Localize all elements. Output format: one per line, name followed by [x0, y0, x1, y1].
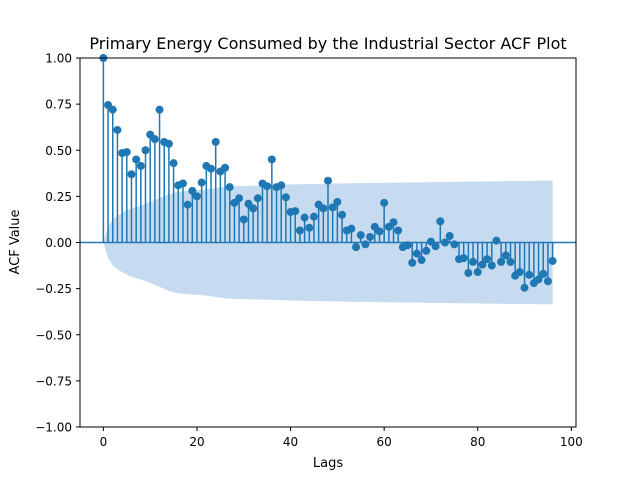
acf-marker-lag-26	[221, 163, 230, 172]
acf-marker-lag-84	[492, 236, 501, 245]
acf-marker-lag-27	[225, 183, 234, 192]
acf-marker-lag-55	[356, 231, 365, 240]
acf-marker-lag-9	[141, 146, 150, 155]
acf-marker-lag-57	[366, 232, 375, 241]
acf-marker-lag-24	[211, 137, 220, 146]
acf-marker-lag-19	[188, 186, 197, 195]
acf-marker-lag-53	[347, 224, 356, 233]
acf-marker-lag-85	[497, 257, 506, 266]
acf-marker-lag-78	[464, 268, 473, 277]
acf-marker-lag-81	[478, 260, 487, 269]
y-tick-label: 0.75	[45, 98, 72, 112]
x-tick-label: 40	[283, 435, 298, 449]
acf-marker-lag-80	[473, 268, 482, 277]
acf-stems	[102, 58, 554, 288]
acf-marker-lag-93	[534, 275, 543, 284]
acf-marker-lag-2	[108, 105, 117, 114]
y-axis-label: ACF Value	[8, 209, 23, 274]
acf-marker-lag-20	[192, 192, 201, 201]
acf-marker-lag-3	[113, 125, 122, 134]
acf-markers	[99, 54, 557, 292]
acf-marker-lag-94	[539, 269, 548, 278]
acf-marker-lag-95	[543, 277, 552, 286]
y-tick-label: −0.25	[35, 282, 72, 296]
acf-marker-lag-41	[291, 207, 300, 216]
acf-marker-lag-77	[459, 254, 468, 263]
acf-marker-lag-23	[207, 164, 216, 173]
acf-marker-lag-79	[469, 257, 478, 266]
acf-marker-lag-68	[417, 256, 426, 265]
acf-marker-lag-42	[295, 226, 304, 235]
plot-area	[80, 54, 576, 305]
acf-marker-lag-96	[548, 256, 557, 265]
acf-marker-lag-49	[328, 203, 337, 212]
acf-marker-lag-87	[506, 257, 515, 266]
acf-marker-lag-38	[277, 181, 286, 190]
acf-marker-lag-7	[132, 155, 141, 164]
acf-marker-lag-32	[249, 204, 258, 213]
acf-marker-lag-15	[169, 159, 178, 168]
x-tick-label: 60	[377, 435, 392, 449]
acf-marker-lag-29	[235, 194, 244, 203]
acf-marker-lag-36	[267, 155, 276, 164]
acf-marker-lag-91	[525, 270, 534, 279]
acf-marker-lag-8	[136, 161, 145, 170]
acf-marker-lag-18	[183, 200, 192, 209]
acf-marker-lag-35	[263, 182, 272, 191]
acf-marker-lag-74	[445, 232, 454, 241]
acf-marker-lag-45	[309, 212, 318, 221]
acf-marker-lag-86	[501, 251, 510, 260]
acf-marker-lag-14	[164, 139, 173, 148]
acf-marker-lag-12	[155, 105, 164, 114]
acf-marker-lag-11	[150, 135, 159, 144]
y-axis-ticks: −1.00 −0.75 −0.50 −0.25 0.00 0.25 0.50 0.75 1.00	[35, 52, 80, 435]
acf-marker-lag-65	[403, 241, 412, 250]
acf-marker-lag-71	[431, 242, 440, 251]
acf-marker-lag-51	[338, 210, 347, 219]
acf-marker-lag-59	[375, 227, 384, 236]
acf-marker-lag-43	[300, 213, 309, 222]
acf-marker-lag-44	[305, 223, 314, 232]
acf-marker-lag-62	[389, 218, 398, 227]
acf-marker-lag-73	[440, 238, 449, 247]
y-tick-label: −0.75	[35, 374, 72, 388]
acf-marker-lag-60	[380, 198, 389, 207]
x-tick-label: 0	[100, 435, 108, 449]
acf-marker-lag-33	[253, 194, 262, 203]
acf-marker-lag-72	[436, 217, 445, 226]
acf-marker-lag-63	[394, 226, 403, 235]
acf-marker-lag-56	[361, 240, 370, 249]
acf-marker-lag-39	[281, 193, 290, 202]
acf-marker-lag-67	[412, 249, 421, 258]
acf-marker-lag-83	[487, 261, 496, 270]
acf-marker-lag-66	[408, 258, 417, 267]
y-tick-label: 0.00	[45, 236, 72, 250]
x-tick-label: 80	[470, 435, 485, 449]
acf-marker-lag-50	[333, 197, 342, 206]
acf-marker-lag-30	[239, 215, 248, 224]
acf-marker-lag-6	[127, 170, 136, 179]
x-tick-label: 100	[560, 435, 583, 449]
y-tick-label: 0.25	[45, 190, 72, 204]
acf-marker-lag-17	[178, 179, 187, 188]
acf-marker-lag-5	[122, 148, 131, 157]
y-tick-label: 1.00	[45, 52, 72, 66]
y-tick-label: −1.00	[35, 421, 72, 435]
acf-marker-lag-82	[483, 255, 492, 264]
x-axis-label: Lags	[313, 456, 343, 471]
acf-marker-lag-48	[324, 176, 332, 185]
acf-marker-lag-21	[197, 178, 206, 187]
x-tick-label: 20	[189, 435, 204, 449]
y-tick-label: −0.50	[35, 328, 72, 342]
y-tick-label: 0.50	[45, 144, 72, 158]
acf-marker-lag-47	[319, 204, 328, 213]
acf-marker-lag-90	[520, 283, 529, 292]
acf-marker-lag-89	[515, 268, 524, 277]
acf-marker-lag-69	[422, 246, 431, 255]
acf-marker-lag-75	[450, 240, 459, 249]
chart-title: Primary Energy Consumed by the Industria…	[89, 34, 566, 53]
acf-marker-lag-54	[352, 243, 361, 252]
x-axis-ticks: 0 20 40 60 80 100	[100, 427, 583, 449]
